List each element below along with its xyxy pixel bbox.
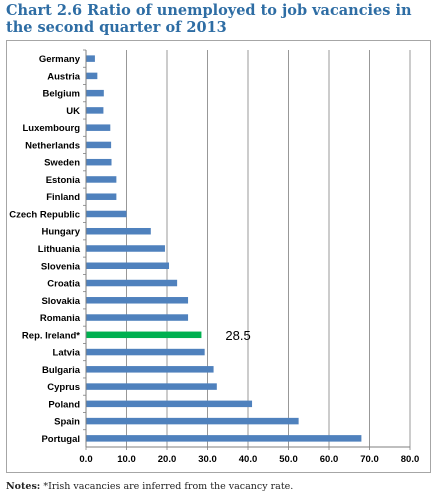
bar xyxy=(86,279,178,287)
category-label: Czech Republic xyxy=(9,209,80,220)
x-tick-label: 80.0 xyxy=(401,454,420,465)
category-label: Austria xyxy=(47,71,80,82)
bar xyxy=(86,89,104,97)
category-label: Estonia xyxy=(46,175,81,186)
x-tick-label: 50.0 xyxy=(279,454,298,465)
ireland-value-annotation: 28.5 xyxy=(225,328,250,343)
bar xyxy=(86,124,111,131)
category-label: Bulgaria xyxy=(42,365,81,376)
chart-notes: Notes: *Irish vacancies are inferred fro… xyxy=(6,481,436,492)
bar xyxy=(86,262,170,270)
bars xyxy=(86,55,362,442)
bar xyxy=(86,72,98,80)
bar xyxy=(86,107,104,114)
x-tick-label: 60.0 xyxy=(320,454,339,465)
x-tick-label: 0.0 xyxy=(79,454,92,465)
bar xyxy=(86,331,202,339)
bar xyxy=(86,141,112,149)
bar xyxy=(86,193,117,200)
category-label: Netherlands xyxy=(25,140,80,151)
bar xyxy=(86,314,189,321)
category-label: Poland xyxy=(48,399,80,410)
bar xyxy=(86,383,217,390)
category-label: Lithuania xyxy=(38,244,81,255)
bar xyxy=(86,245,165,252)
category-label: Rep. Ireland* xyxy=(22,330,80,341)
bar xyxy=(86,227,151,235)
category-label: Hungary xyxy=(41,227,80,238)
category-label: Slovenia xyxy=(41,261,81,272)
bar xyxy=(86,366,214,373)
bar xyxy=(86,400,253,408)
bar xyxy=(86,297,189,304)
category-label: Germany xyxy=(39,54,81,65)
bar xyxy=(86,158,112,166)
x-tick-label: 30.0 xyxy=(198,454,217,465)
x-tick-label: 10.0 xyxy=(117,454,136,465)
category-label: Latvia xyxy=(53,348,81,359)
bar xyxy=(86,417,299,425)
x-tick-label: 20.0 xyxy=(158,454,177,465)
gridlines xyxy=(126,50,411,447)
x-axis-ticks: 0.0 10.0 20.0 30.0 40.0 50.0 60.0 70.0 80.0 xyxy=(79,49,420,465)
bar-chart: Germany Austria Belgium UK Luxembourg Netherl… xyxy=(9,49,420,465)
bar xyxy=(86,210,127,218)
x-tick-label: 40.0 xyxy=(239,454,258,465)
bar xyxy=(86,348,205,356)
category-label: Luxembourg xyxy=(22,123,80,134)
category-label: Sweden xyxy=(44,158,80,169)
category-label: UK xyxy=(66,106,80,117)
category-label: Finland xyxy=(46,192,80,203)
category-labels: Germany Austria Belgium UK Luxembourg Netherl… xyxy=(9,54,80,445)
category-label: Spain xyxy=(54,417,80,428)
bar xyxy=(86,55,95,62)
category-label: Belgium xyxy=(43,89,80,100)
notes-label: Notes: xyxy=(6,481,41,492)
bar xyxy=(86,176,117,183)
bar xyxy=(86,435,362,442)
category-label: Portugal xyxy=(41,434,80,445)
chart-title: Chart 2.6 Ratio of unemployed to job vac… xyxy=(6,2,412,36)
notes-text: *Irish vacancies are inferred from the v… xyxy=(40,481,294,492)
category-label: Romania xyxy=(40,313,81,324)
category-label: Croatia xyxy=(47,279,80,290)
category-label: Slovakia xyxy=(41,296,80,307)
x-tick-label: 70.0 xyxy=(360,454,379,465)
category-label: Cyprus xyxy=(47,382,80,393)
